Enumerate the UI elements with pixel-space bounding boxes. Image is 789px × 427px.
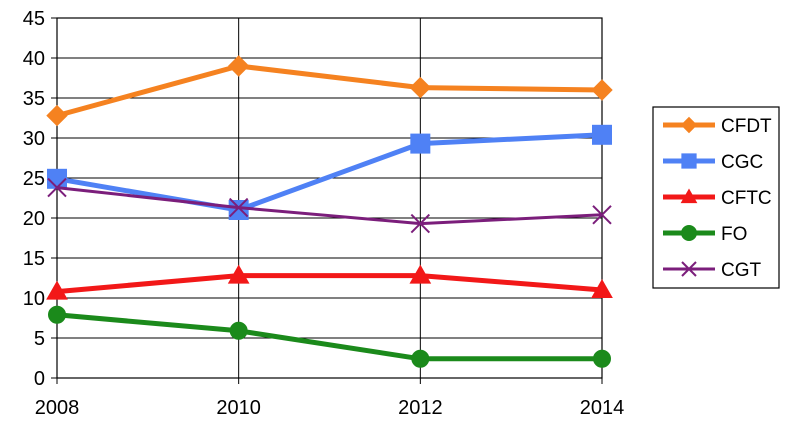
- data-point-cftc: [591, 278, 613, 298]
- y-tick-label: 10: [23, 288, 45, 310]
- x-tick-label: 2008: [35, 397, 80, 419]
- y-tick-label: 5: [34, 328, 45, 350]
- data-point-fo: [229, 321, 248, 340]
- legend-marker-cgc: [681, 153, 697, 169]
- data-point-cftc: [46, 280, 68, 300]
- y-tick-label: 25: [23, 168, 45, 190]
- x-tick-label: 2014: [580, 397, 625, 419]
- series-cftc: [46, 264, 613, 300]
- legend-item-fo: FO: [663, 224, 747, 245]
- y-tick-label: 45: [23, 8, 45, 30]
- series-fo: [48, 305, 611, 368]
- legend-marker-cftc: [680, 188, 698, 204]
- legend-marker-fo: [681, 225, 697, 241]
- series-line-cgc: [56, 132, 603, 213]
- y-tick-label: 35: [23, 88, 45, 110]
- series-layer: [46, 55, 613, 368]
- legend-item-cfdt: CFDT: [663, 116, 772, 137]
- series-line-cfdt: [56, 63, 603, 119]
- axes-layer: 0 5 10 15 20 25 30 35 40 45 2008 2010 2012 2014: [23, 8, 625, 419]
- data-point-cgt: [410, 213, 431, 234]
- y-tick-label: 30: [23, 128, 45, 150]
- legend-label-cfdt: CFDT: [721, 116, 772, 137]
- legend-label-cgt: CGT: [721, 260, 762, 281]
- data-point-fo: [411, 349, 430, 368]
- legend-item-cftc: CFTC: [663, 188, 772, 209]
- y-tick-label: 0: [34, 368, 45, 390]
- legend-box: [652, 106, 780, 289]
- data-point-fo: [48, 305, 66, 324]
- data-point-cgc: [228, 200, 249, 220]
- data-point-cgc: [410, 133, 431, 154]
- data-point-cgt: [47, 177, 67, 198]
- data-point-cftc: [227, 264, 250, 284]
- series-cgt: [47, 177, 612, 234]
- legend-label-fo: FO: [721, 224, 747, 245]
- data-point-cfdt: [227, 55, 250, 77]
- data-point-cfdt: [409, 76, 432, 99]
- series-cgc: [47, 124, 612, 220]
- legend-item-cgt: CGT: [663, 260, 762, 281]
- legend-marker-cfdt: [680, 116, 698, 134]
- legend-marker-cgt: [681, 261, 697, 277]
- data-point-cgt: [592, 205, 612, 225]
- series-line-cftc: [56, 273, 603, 295]
- x-tick-label: 2010: [216, 397, 261, 419]
- data-point-cgc: [592, 124, 612, 145]
- x-tick-label: 2012: [398, 397, 443, 419]
- plot-area-border: [56, 17, 603, 379]
- data-point-cgc: [47, 168, 67, 189]
- series-line-fo: [56, 312, 602, 362]
- y-tick-label: 40: [23, 48, 45, 70]
- data-point-cfdt: [46, 104, 68, 127]
- series-cfdt: [46, 55, 613, 127]
- legend-item-cgc: CGC: [663, 152, 763, 173]
- legend: CFDT CGC CFTC FO CGT: [652, 106, 780, 289]
- data-point-cfdt: [591, 79, 613, 101]
- legend-label-cftc: CFTC: [721, 188, 772, 209]
- data-point-fo: [593, 349, 611, 368]
- y-tick-label: 20: [23, 208, 45, 230]
- legend-label-cgc: CGC: [721, 152, 763, 173]
- y-tick-label: 15: [23, 248, 45, 270]
- data-point-cgt: [228, 197, 249, 218]
- data-point-cftc: [409, 264, 432, 284]
- series-line-cgt: [56, 186, 603, 226]
